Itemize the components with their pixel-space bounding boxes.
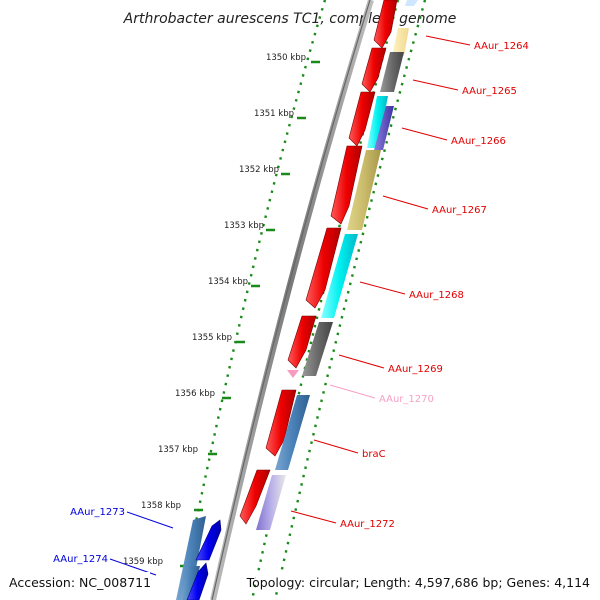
reverse-strand-genes (176, 516, 222, 600)
gene-label-aaur-1270[interactable]: AAur_1270 (379, 394, 434, 405)
tick-label: 1359 kbp (123, 557, 163, 567)
leader-line (126, 511, 174, 529)
tick-label: 1358 kbp (141, 501, 181, 511)
accession-text: Accession: NC_008711 (9, 575, 151, 590)
category-block (367, 96, 388, 148)
category-block (275, 395, 310, 470)
gene-label-aaur-1272[interactable]: AAur_1272 (340, 519, 395, 530)
gene-arrow-brac[interactable] (265, 389, 297, 457)
map-title: Arthrobacter aurescens TC1, complete gen… (123, 11, 457, 27)
leader-line (290, 510, 337, 524)
tick-label: 1355 kbp (192, 333, 232, 343)
leader-line (401, 127, 448, 141)
tick-labels: 1350 kbp 1351 kbp 1352 kbp 1353 kbp 1354… (123, 53, 306, 567)
leader-line (338, 354, 385, 369)
tick-label: 1357 kbp (158, 445, 198, 455)
category-block (180, 566, 200, 600)
gene-labels: AAur_1264 AAur_1265 AAur_1266 AAur_1267 … (53, 41, 529, 565)
gene-label-aaur-1264[interactable]: AAur_1264 (474, 41, 529, 52)
leader-line (425, 35, 471, 46)
leader-line (382, 195, 429, 210)
tick-label: 1352 kbp (239, 165, 279, 175)
gene-arrow-aaur-1273[interactable] (195, 519, 222, 561)
category-block (176, 516, 206, 600)
leader-line (313, 439, 359, 454)
category-block (392, 28, 409, 56)
gene-label-aaur-1266[interactable]: AAur_1266 (451, 136, 506, 147)
gene-arrow-aaur-1268[interactable] (305, 227, 342, 309)
category-block (321, 234, 358, 318)
category-block (380, 52, 404, 92)
footer-backdrop (256, 572, 594, 592)
gene-label-brac[interactable]: braC (362, 449, 386, 460)
gene-label-aaur-1273[interactable]: AAur_1273 (70, 507, 125, 518)
gene-arrow-aaur-1265[interactable] (361, 47, 387, 93)
category-block (374, 106, 394, 150)
tick-label: 1356 kbp (175, 389, 215, 399)
footer-backdrop (6, 572, 150, 592)
gene-arrow-aaur-1264[interactable] (373, 0, 398, 49)
category-block (405, 0, 418, 6)
tick-label: 1351 kbp (254, 109, 294, 119)
grid-rings (178, 0, 427, 600)
category-block (256, 475, 286, 530)
gene-grid-ring-2 (273, 0, 427, 600)
gene-label-aaur-1268[interactable]: AAur_1268 (409, 290, 464, 301)
gene-arrow-aaur-1266[interactable] (348, 91, 376, 147)
forward-strand-genes (239, 0, 398, 525)
gene-arrow-aaur-1274[interactable] (186, 562, 209, 600)
category-block (302, 322, 333, 376)
tick-label: 1350 kbp (266, 53, 306, 63)
gene-label-aaur-1267[interactable]: AAur_1267 (432, 205, 487, 216)
tick-label: 1353 kbp (224, 221, 264, 231)
gene-label-aaur-1265[interactable]: AAur_1265 (462, 86, 517, 97)
gene-arrow-aaur-1269[interactable] (287, 315, 317, 369)
category-block (347, 150, 381, 230)
gene-label-aaur-1269[interactable]: AAur_1269 (388, 364, 443, 375)
gene-arrow-aaur-1267[interactable] (330, 145, 363, 225)
tick-marks (180, 60, 320, 568)
tick-label: 1354 kbp (208, 277, 248, 287)
gene-label-aaur-1274[interactable]: AAur_1274 (53, 554, 108, 565)
leader-line (359, 281, 406, 295)
rna-feature-aaur-1270[interactable] (287, 370, 299, 378)
outer-grid-ring (178, 0, 327, 600)
leader-line (412, 79, 459, 91)
gene-arrow-aaur-1272[interactable] (239, 469, 271, 525)
leader-line (329, 384, 376, 399)
genome-backbone (210, 0, 374, 600)
gene-category-blocks (256, 0, 418, 530)
genome-summary-text: Topology: circular; Length: 4,597,686 bp… (246, 575, 590, 590)
